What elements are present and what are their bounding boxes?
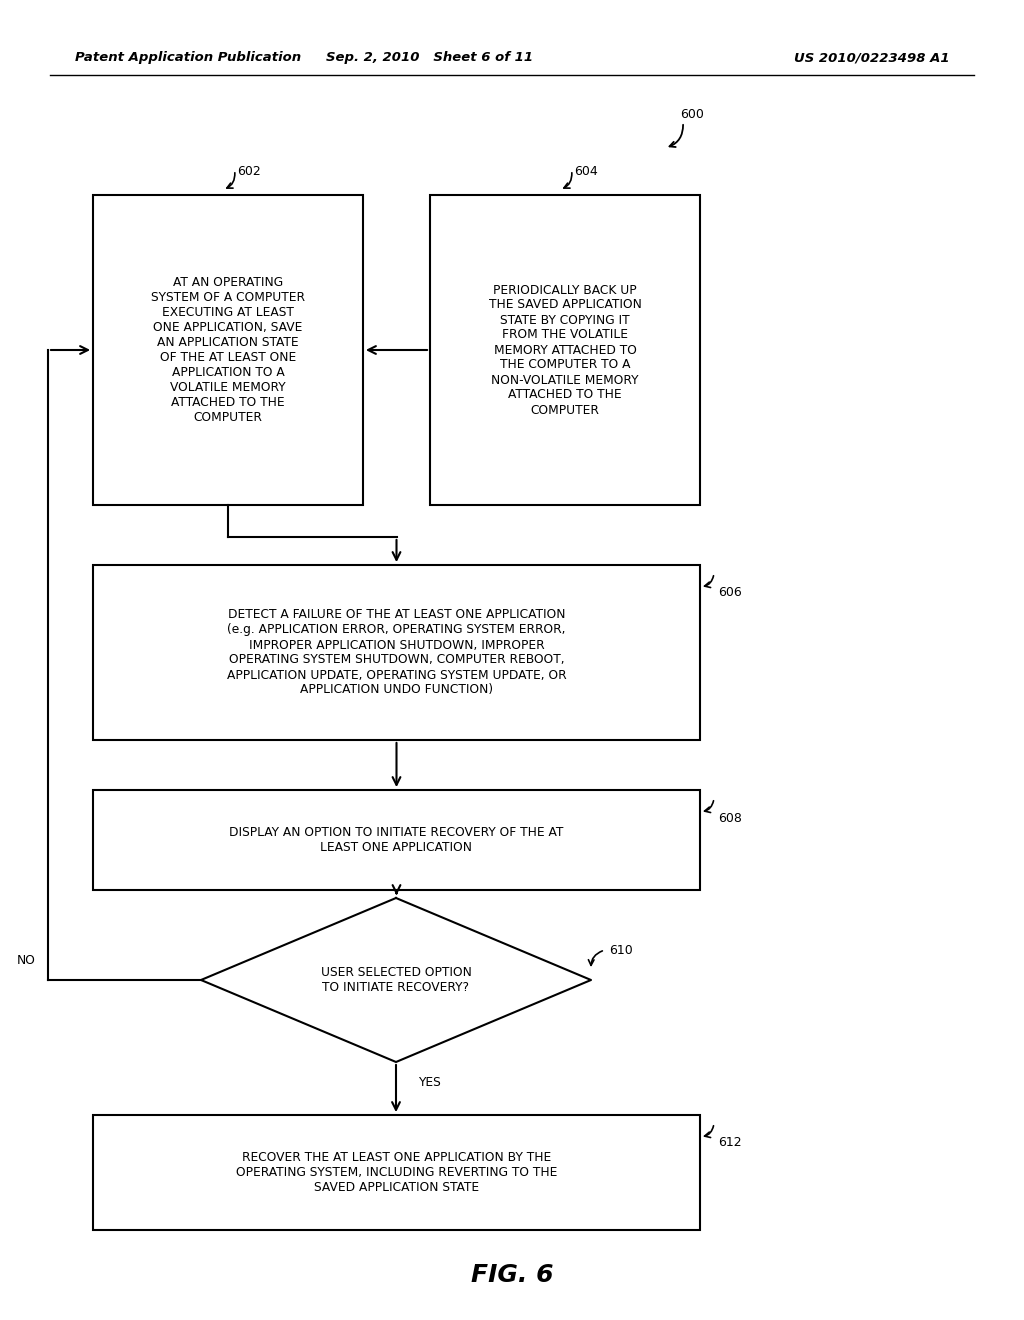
Text: FIG. 6: FIG. 6 xyxy=(471,1263,553,1287)
Text: RECOVER THE AT LEAST ONE APPLICATION BY THE
OPERATING SYSTEM, INCLUDING REVERTIN: RECOVER THE AT LEAST ONE APPLICATION BY … xyxy=(236,1151,557,1195)
Text: Patent Application Publication: Patent Application Publication xyxy=(75,51,301,65)
Text: Sep. 2, 2010   Sheet 6 of 11: Sep. 2, 2010 Sheet 6 of 11 xyxy=(327,51,534,65)
Text: DETECT A FAILURE OF THE AT LEAST ONE APPLICATION
(e.g. APPLICATION ERROR, OPERAT: DETECT A FAILURE OF THE AT LEAST ONE APP… xyxy=(226,609,566,697)
Text: USER SELECTED OPTION
TO INITIATE RECOVERY?: USER SELECTED OPTION TO INITIATE RECOVER… xyxy=(321,966,471,994)
Text: 606: 606 xyxy=(718,586,741,599)
Text: 610: 610 xyxy=(609,944,633,957)
Text: NO: NO xyxy=(16,953,36,966)
Text: 600: 600 xyxy=(680,108,703,121)
Bar xyxy=(430,195,700,506)
Text: AT AN OPERATING
SYSTEM OF A COMPUTER
EXECUTING AT LEAST
ONE APPLICATION, SAVE
AN: AT AN OPERATING SYSTEM OF A COMPUTER EXE… xyxy=(151,276,305,424)
Bar xyxy=(93,565,700,741)
Text: 602: 602 xyxy=(238,165,261,178)
Text: PERIODICALLY BACK UP
THE SAVED APPLICATION
STATE BY COPYING IT
FROM THE VOLATILE: PERIODICALLY BACK UP THE SAVED APPLICATI… xyxy=(488,284,641,417)
Text: 612: 612 xyxy=(718,1137,741,1150)
Bar xyxy=(93,789,700,890)
Text: DISPLAY AN OPTION TO INITIATE RECOVERY OF THE AT
LEAST ONE APPLICATION: DISPLAY AN OPTION TO INITIATE RECOVERY O… xyxy=(229,826,563,854)
Text: 604: 604 xyxy=(574,165,598,178)
Text: US 2010/0223498 A1: US 2010/0223498 A1 xyxy=(795,51,950,65)
Text: 608: 608 xyxy=(718,812,741,825)
Bar xyxy=(93,195,362,506)
Text: YES: YES xyxy=(418,1076,440,1089)
Bar xyxy=(93,1115,700,1230)
